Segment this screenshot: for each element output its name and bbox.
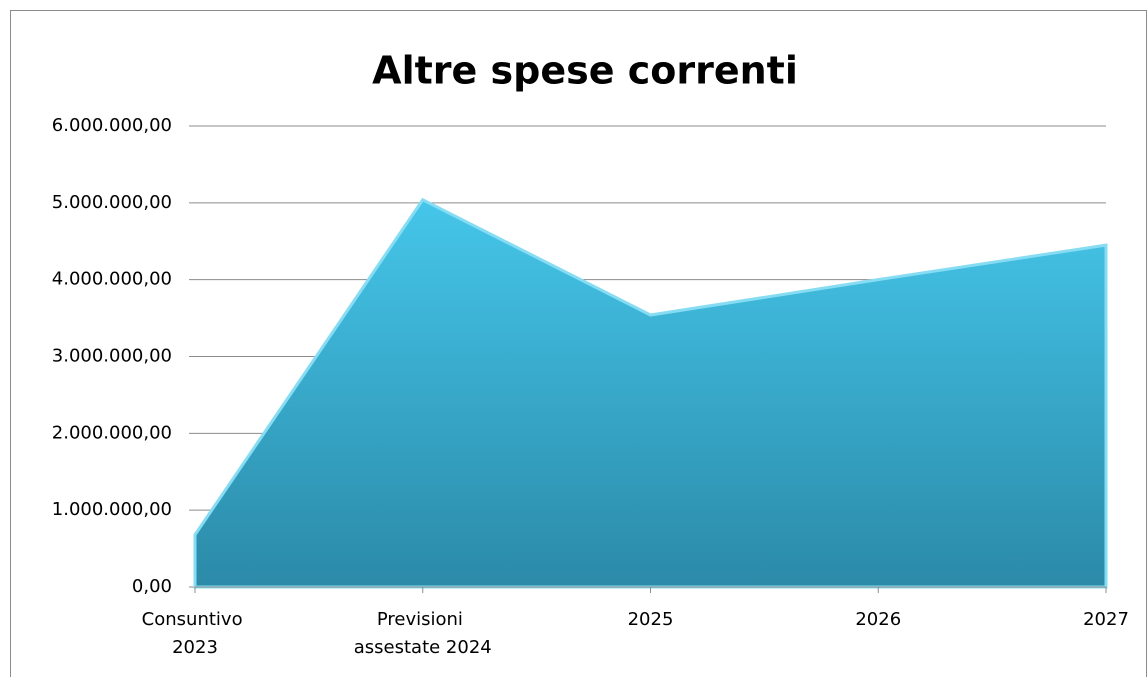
x-tick-label: Previsioni assestate 2024 — [354, 609, 492, 658]
y-tick-label: 1.000.000,00 — [52, 499, 172, 520]
y-tick-label: 2.000.000,00 — [52, 422, 172, 443]
y-tick-label: 5.000.000,00 — [52, 192, 172, 213]
x-tick-label: Consuntivo 2023 — [142, 609, 249, 658]
y-tick-label: 3.000.000,00 — [52, 346, 172, 367]
y-tick-label: 4.000.000,00 — [52, 269, 172, 290]
x-tick-label: 2027 — [1083, 609, 1129, 630]
y-tick-label: 6.000.000,00 — [52, 115, 172, 136]
x-tick-label: 2026 — [855, 609, 901, 630]
chart-title: Altre spese correnti — [372, 49, 798, 93]
y-tick-label: 0,00 — [132, 576, 172, 597]
x-tick-label: 2025 — [628, 609, 674, 630]
area — [193, 197, 1108, 589]
